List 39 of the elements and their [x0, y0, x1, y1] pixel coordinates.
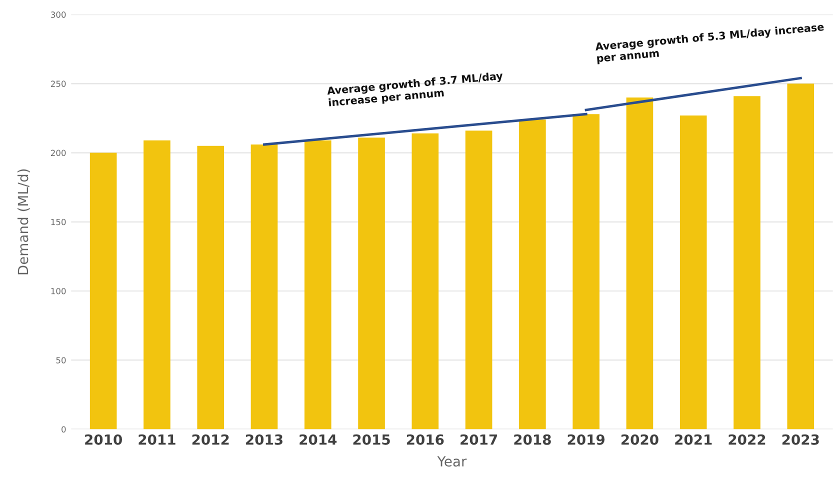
- y-tick-label: 150: [51, 218, 66, 226]
- y-tick-label: 50: [56, 357, 66, 364]
- bar: [680, 115, 707, 430]
- bar: [626, 97, 654, 430]
- x-tick-label: 2023: [782, 434, 819, 445]
- x-axis-title: Year: [437, 456, 467, 467]
- x-tick-label: 2020: [621, 434, 658, 445]
- y-tick-label: 0: [62, 426, 66, 433]
- y-tick-label: 250: [50, 80, 66, 87]
- bar: [787, 84, 814, 430]
- x-tick-label: 2011: [138, 434, 176, 445]
- bar: [90, 152, 117, 430]
- x-tick-label: 2014: [300, 434, 337, 445]
- x-tick-label: 2021: [675, 434, 712, 445]
- x-tick-label: 2013: [246, 434, 282, 445]
- y-tick-label: 300: [51, 12, 66, 18]
- x-tick-label: 2010: [85, 434, 122, 445]
- x-tick-label: 2015: [353, 434, 390, 445]
- y-tick-label: 100: [51, 288, 66, 294]
- bar: [465, 130, 492, 430]
- bar: [358, 138, 385, 430]
- bar: [304, 140, 332, 430]
- y-tick-label: 200: [50, 150, 66, 156]
- bar: [572, 114, 600, 430]
- x-tick-label: 2012: [192, 434, 229, 445]
- annotation: Average growth of 3.7 ML/day increase per annum: [326, 71, 504, 108]
- x-tick-label: 2022: [728, 434, 766, 445]
- y-axis-title: Demand (ML/d): [17, 169, 30, 274]
- annotation: Average growth of 5.3 ML/day increase per annum: [594, 22, 824, 64]
- x-tick-label: 2018: [514, 434, 551, 445]
- bar: [144, 140, 170, 430]
- bar: [250, 144, 278, 430]
- bar: [412, 133, 439, 430]
- x-tick-label: 2019: [568, 434, 605, 445]
- x-tick-label: 2016: [406, 434, 444, 445]
- bar: [519, 120, 546, 430]
- bar: [734, 96, 760, 430]
- x-tick-label: 2017: [460, 434, 498, 445]
- bar: [197, 146, 224, 430]
